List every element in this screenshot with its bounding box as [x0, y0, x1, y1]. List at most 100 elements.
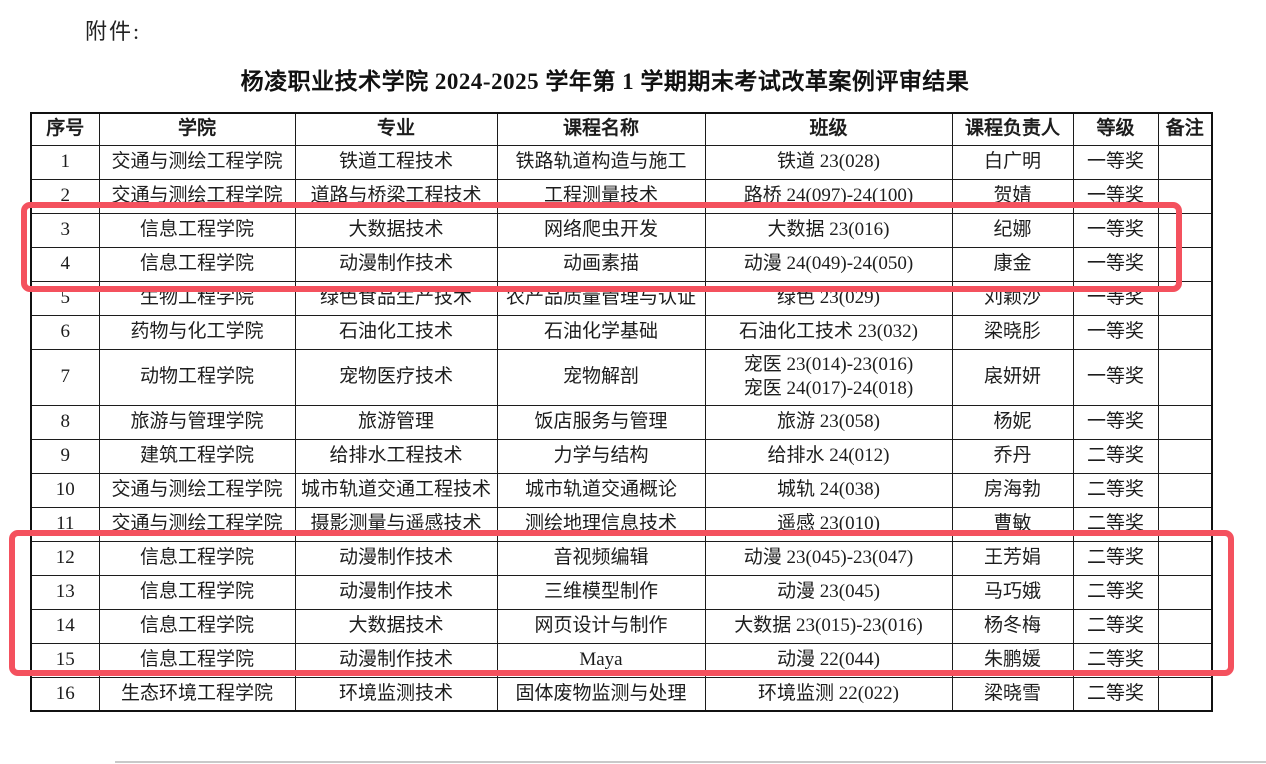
- cell-note: [1157, 506, 1213, 542]
- cell-college: 动物工程学院: [98, 348, 296, 406]
- table-row: 5 生物工程学院 绿色食品生产技术 农产品质量管理与认证 绿色 23(029) 刘颖沙 一等…: [30, 280, 1213, 316]
- cell-leader: 朱鹏媛: [951, 642, 1074, 678]
- cell-major: 旅游管理: [294, 404, 498, 440]
- cell-leader: 杨冬梅: [951, 608, 1074, 644]
- cell-no: 3: [30, 212, 100, 248]
- cell-major: 动漫制作技术: [294, 574, 498, 610]
- cell-course: 工程测量技术: [496, 178, 706, 214]
- table-row: 8 旅游与管理学院 旅游管理 饭店服务与管理 旅游 23(058) 杨妮 一等奖: [30, 404, 1213, 440]
- cell-no: 9: [30, 438, 100, 474]
- cell-note: [1157, 314, 1213, 350]
- cell-major: 环境监测技术: [294, 676, 498, 712]
- table-row: 15 信息工程学院 动漫制作技术 Maya 动漫 22(044) 朱鹏媛 二等奖: [30, 642, 1213, 678]
- column-header-class: 班级: [704, 112, 953, 146]
- cell-class: 绿色 23(029): [704, 280, 953, 316]
- cell-note: [1157, 280, 1213, 316]
- cell-note: [1157, 676, 1213, 712]
- cell-major: 宠物医疗技术: [294, 348, 498, 406]
- cell-college: 交通与测绘工程学院: [98, 178, 296, 214]
- cell-leader: 贺婧: [951, 178, 1074, 214]
- cell-major: 动漫制作技术: [294, 246, 498, 282]
- cell-college: 生态环境工程学院: [98, 676, 296, 712]
- cell-no: 10: [30, 472, 100, 508]
- cell-no: 2: [30, 178, 100, 214]
- cell-college: 信息工程学院: [98, 574, 296, 610]
- cell-award: 二等奖: [1072, 540, 1159, 576]
- cell-leader: 梁晓雪: [951, 676, 1074, 712]
- cell-class: 铁道 23(028): [704, 144, 953, 180]
- cell-class: 大数据 23(016): [704, 212, 953, 248]
- cell-class: 环境监测 22(022): [704, 676, 953, 712]
- cell-class: 遥感 23(010): [704, 506, 953, 542]
- cell-award: 二等奖: [1072, 438, 1159, 474]
- cell-note: [1157, 642, 1213, 678]
- cell-course: 网络爬虫开发: [496, 212, 706, 248]
- cell-major: 石油化工技术: [294, 314, 498, 350]
- cell-course: 音视频编辑: [496, 540, 706, 576]
- cell-award: 二等奖: [1072, 506, 1159, 542]
- cell-note: [1157, 212, 1213, 248]
- cell-class: 石油化工技术 23(032): [704, 314, 953, 350]
- table-row: 9 建筑工程学院 给排水工程技术 力学与结构 给排水 24(012) 乔丹 二等奖: [30, 438, 1213, 474]
- cell-note: [1157, 178, 1213, 214]
- cell-major: 大数据技术: [294, 608, 498, 644]
- cell-major: 绿色食品生产技术: [294, 280, 498, 316]
- cell-award: 一等奖: [1072, 280, 1159, 316]
- cell-note: [1157, 246, 1213, 282]
- cell-no: 16: [30, 676, 100, 712]
- table-row: 12 信息工程学院 动漫制作技术 音视频编辑 动漫 23(045)-23(047) 王芳娟…: [30, 540, 1213, 576]
- cell-no: 8: [30, 404, 100, 440]
- column-header-college: 学院: [98, 112, 296, 146]
- cell-course: 力学与结构: [496, 438, 706, 474]
- cell-no: 15: [30, 642, 100, 678]
- cell-leader: 曹敏: [951, 506, 1074, 542]
- cell-class: 动漫 23(045): [704, 574, 953, 610]
- cell-award: 一等奖: [1072, 314, 1159, 350]
- cell-leader: 马巧娥: [951, 574, 1074, 610]
- cell-course: 石油化学基础: [496, 314, 706, 350]
- cell-course: 测绘地理信息技术: [496, 506, 706, 542]
- cell-college: 信息工程学院: [98, 246, 296, 282]
- cell-leader: 乔丹: [951, 438, 1074, 474]
- table-row: 10 交通与测绘工程学院 城市轨道交通工程技术 城市轨道交通概论 城轨 24(038) 房…: [30, 472, 1213, 508]
- cell-award: 二等奖: [1072, 472, 1159, 508]
- cell-college: 建筑工程学院: [98, 438, 296, 474]
- cell-major: 大数据技术: [294, 212, 498, 248]
- table-row: 1 交通与测绘工程学院 铁道工程技术 铁路轨道构造与施工 铁道 23(028) 白广明 一等…: [30, 144, 1213, 180]
- cell-class: 旅游 23(058): [704, 404, 953, 440]
- column-header-major: 专业: [294, 112, 498, 146]
- cell-college: 交通与测绘工程学院: [98, 472, 296, 508]
- cell-no: 11: [30, 506, 100, 542]
- cell-class: 路桥 24(097)-24(100): [704, 178, 953, 214]
- cell-note: [1157, 144, 1213, 180]
- cell-class: 动漫 24(049)-24(050): [704, 246, 953, 282]
- cell-college: 信息工程学院: [98, 540, 296, 576]
- column-header-note: 备注: [1157, 112, 1213, 146]
- column-header-no: 序号: [30, 112, 100, 146]
- cell-course: 三维模型制作: [496, 574, 706, 610]
- cell-leader: 纪娜: [951, 212, 1074, 248]
- cell-college: 药物与化工学院: [98, 314, 296, 350]
- table-row: 2 交通与测绘工程学院 道路与桥梁工程技术 工程测量技术 路桥 24(097)-24(1…: [30, 178, 1213, 214]
- cell-leader: 梁晓肜: [951, 314, 1074, 350]
- table-header-row: 序号 学院 专业 课程名称 班级 课程负责人 等级 备注: [30, 112, 1213, 146]
- cell-course: 固体废物监测与处理: [496, 676, 706, 712]
- cell-note: [1157, 438, 1213, 474]
- cell-no: 7: [30, 348, 100, 406]
- cell-leader: 康金: [951, 246, 1074, 282]
- page-title: 杨凌职业技术学院 2024-2025 学年第 1 学期期末考试改革案例评审结果: [240, 69, 970, 94]
- cell-course: 网页设计与制作: [496, 608, 706, 644]
- cell-major: 城市轨道交通工程技术: [294, 472, 498, 508]
- cell-class: 宠医 23(014)-23(016) 宠医 24(017)-24(018): [704, 348, 953, 406]
- cell-course: 宠物解剖: [496, 348, 706, 406]
- cell-major: 道路与桥梁工程技术: [294, 178, 498, 214]
- column-header-award: 等级: [1072, 112, 1159, 146]
- cell-no: 13: [30, 574, 100, 610]
- cell-course: 城市轨道交通概论: [496, 472, 706, 508]
- cell-award: 二等奖: [1072, 574, 1159, 610]
- cell-college: 信息工程学院: [98, 212, 296, 248]
- cell-award: 二等奖: [1072, 676, 1159, 712]
- cell-class: 城轨 24(038): [704, 472, 953, 508]
- cell-no: 12: [30, 540, 100, 576]
- cell-leader: 房海勃: [951, 472, 1074, 508]
